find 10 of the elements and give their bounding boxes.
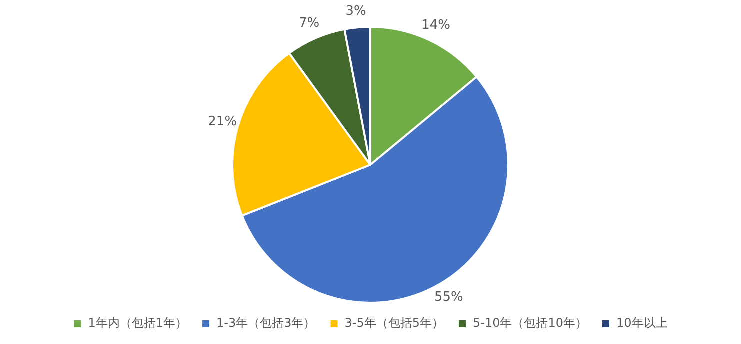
data-label: 3%	[346, 4, 366, 20]
data-label: 21%	[208, 114, 238, 130]
data-label: 55%	[434, 290, 464, 305]
legend-label: 1-3年（包括3年）	[216, 316, 316, 330]
legend-label: 1年内（包括1年）	[88, 316, 188, 330]
legend-label: 3-5年（包括5年）	[344, 316, 444, 330]
legend-label: 5-10年（包括10年）	[472, 316, 588, 330]
data-label: 14%	[422, 18, 451, 34]
data-label: 7%	[299, 16, 320, 32]
legend-label: 10年以上	[616, 316, 668, 330]
